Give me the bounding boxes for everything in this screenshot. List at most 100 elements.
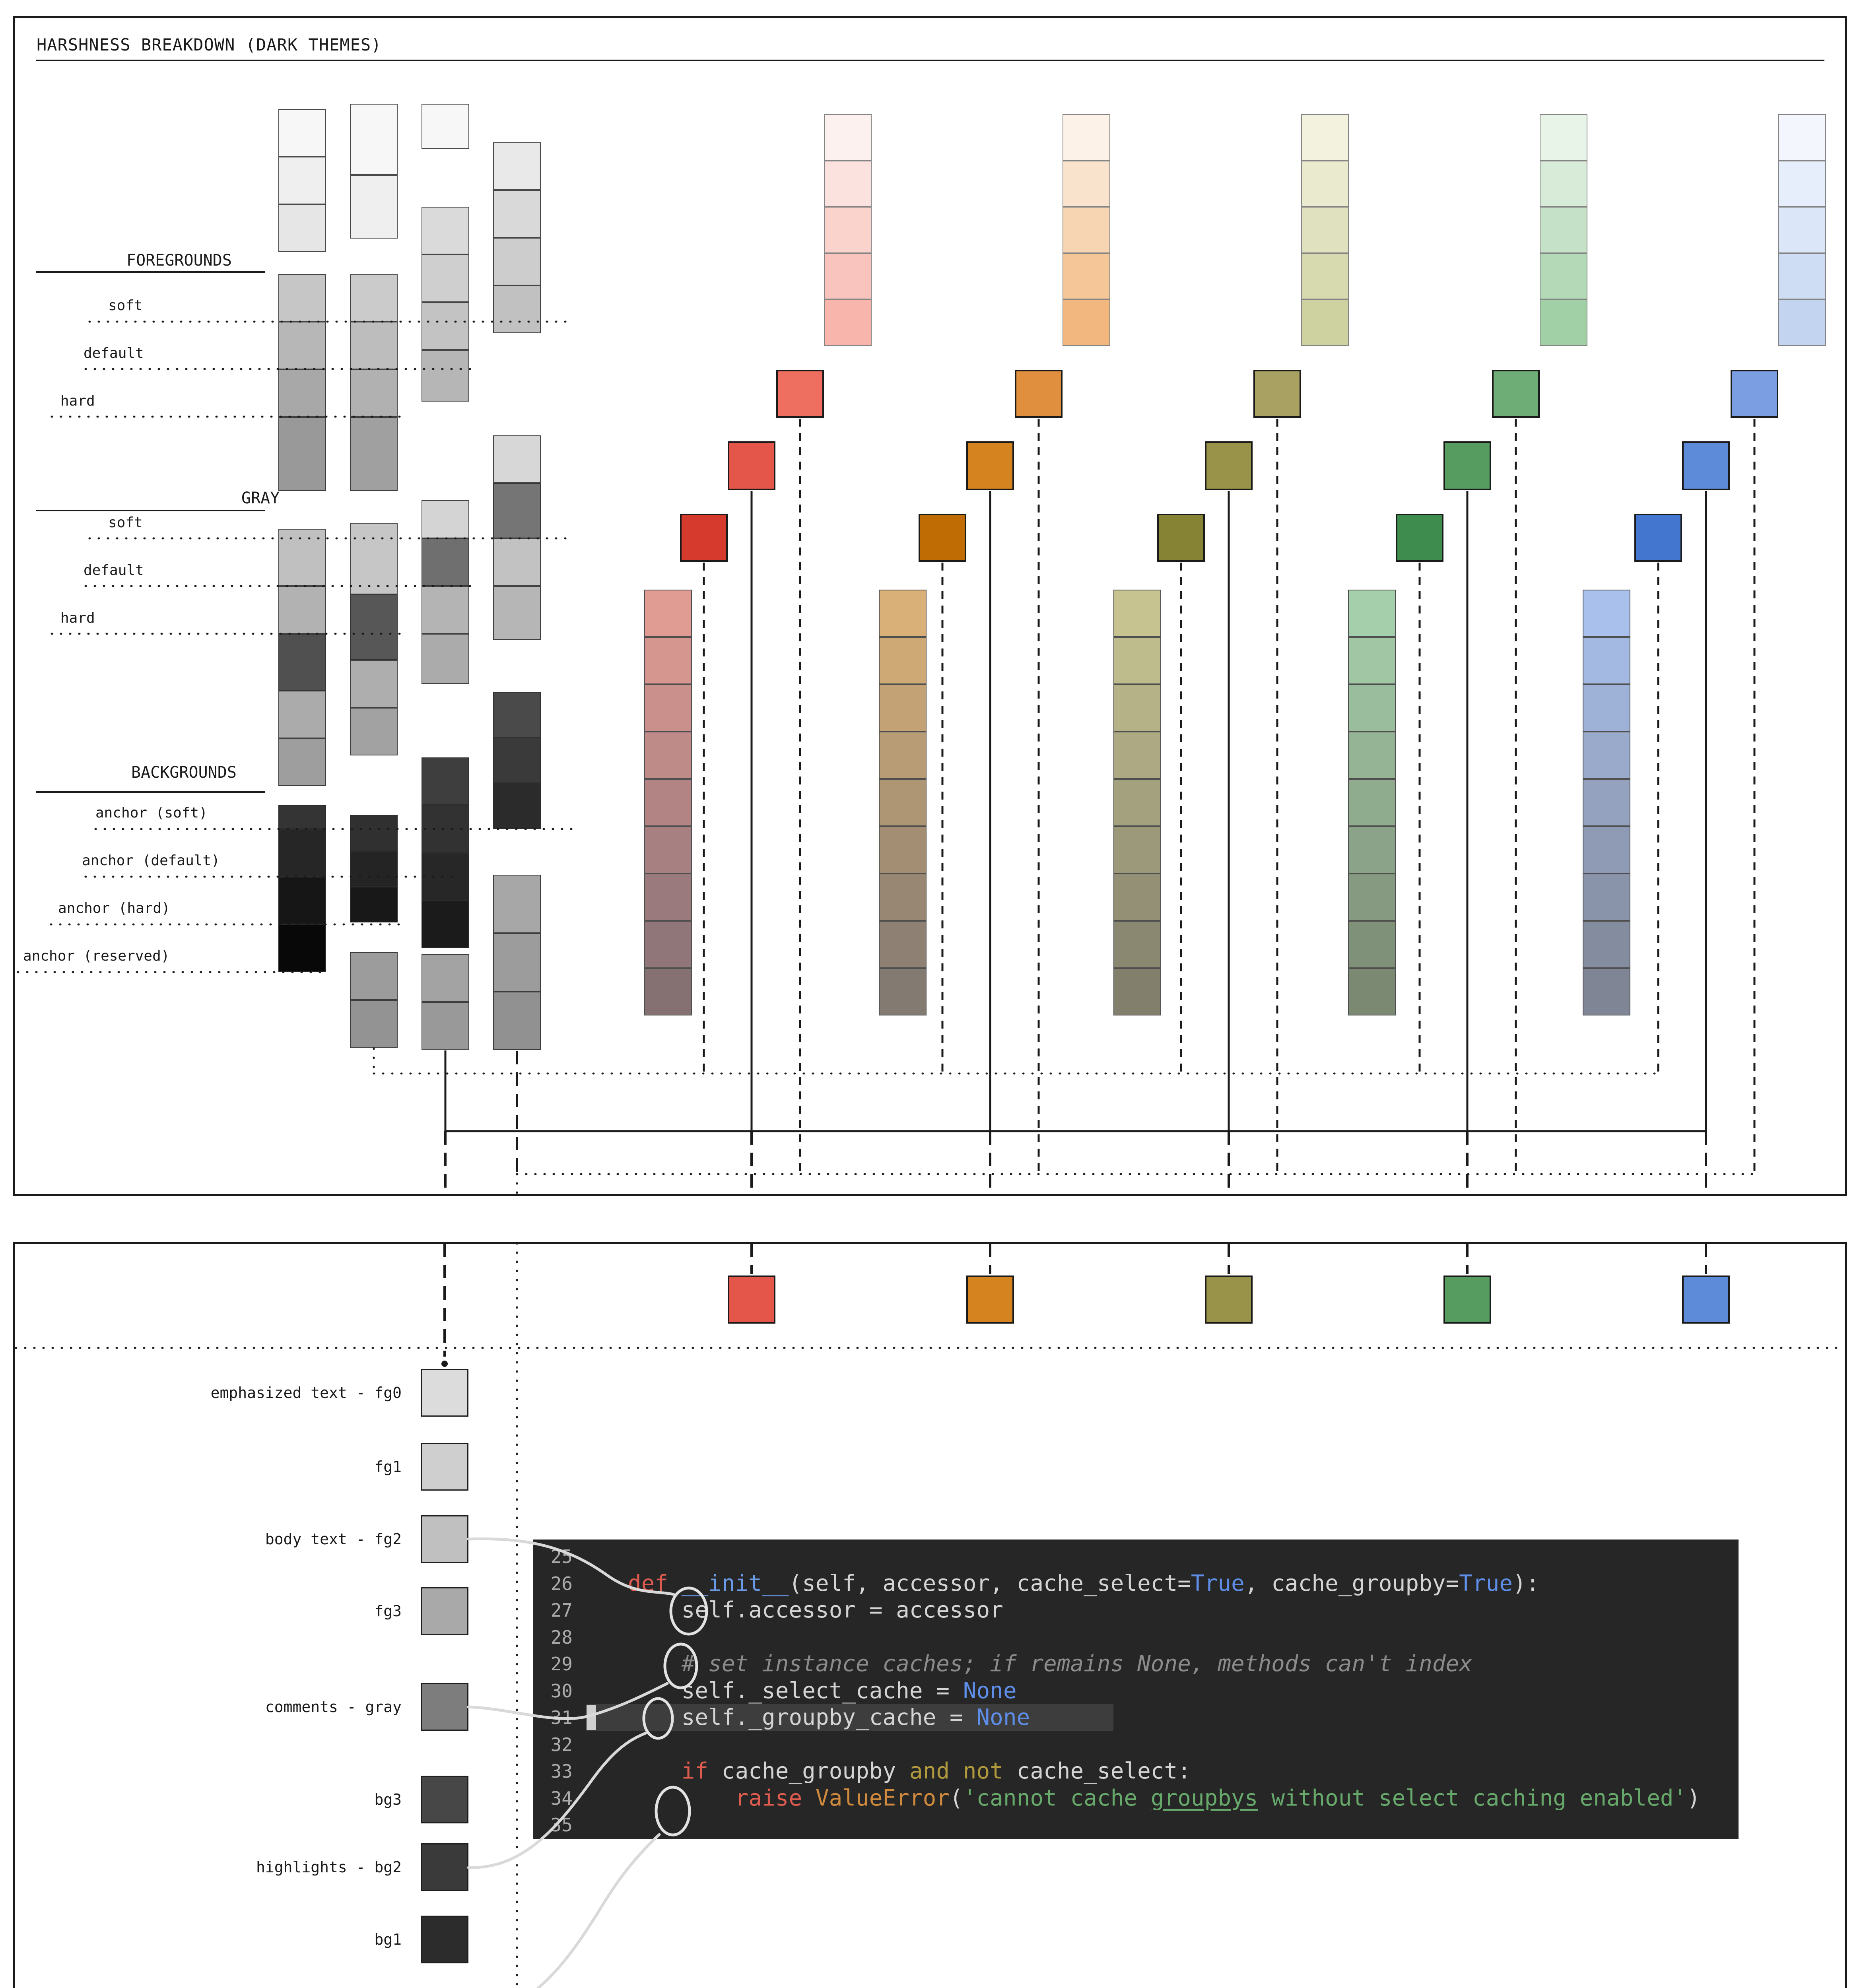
section-title-backgrounds: BACKGROUNDS: [131, 763, 237, 782]
token-p: [574, 1758, 682, 1784]
blue-pale-cell: [1778, 207, 1826, 253]
green-soft-swatch: [1492, 370, 1540, 418]
orange-pale-cell: [1063, 207, 1110, 253]
olive-gradient-cell: [1113, 732, 1161, 779]
olive-gradient-cell: [1113, 684, 1161, 732]
blue-gradient-cell: [1583, 684, 1630, 732]
code-tokens: if cache_groupby and not cache_select:: [574, 1758, 1191, 1785]
theme-3-segment: [422, 350, 469, 402]
line-number: 31: [550, 1707, 573, 1728]
row-label-bg-anchor-soft: anchor (soft): [95, 805, 208, 821]
token-p: [802, 1785, 816, 1811]
legend-label: bg1: [374, 1931, 402, 1948]
green-gradient-cell: [1348, 684, 1396, 732]
row-label-fg-hard: hard: [60, 393, 95, 409]
theme-4-segment: [493, 435, 541, 483]
red-default-swatch: [728, 441, 775, 490]
legend-label: bg3: [374, 1791, 402, 1808]
token-str: without select caching enabled': [1258, 1785, 1687, 1811]
theme-3-segment: [422, 538, 469, 586]
row-label-fg-default: default: [84, 345, 144, 361]
theme-1-segment: [278, 877, 326, 924]
theme-2-segment: [350, 708, 398, 755]
green-row-swatch: [1443, 1276, 1491, 1324]
theme-4-segment: [493, 142, 541, 190]
token-op: not: [963, 1758, 1003, 1784]
red-gradient-cell: [644, 684, 692, 732]
theme-2-segment: [350, 952, 398, 1000]
theme-2-segment: [350, 104, 398, 175]
line-number: 28: [550, 1626, 573, 1648]
token-com: # set instance caches; if remains None, …: [681, 1651, 1472, 1677]
blue-default-swatch: [1682, 441, 1730, 490]
orange-default-swatch: [966, 441, 1014, 490]
token-p: , cache_groupby=: [1244, 1570, 1459, 1596]
olive-pale-cell: [1301, 253, 1349, 299]
olive-gradient-cell: [1113, 590, 1161, 637]
theme-1-segment: [278, 805, 326, 829]
code-tokens: self.accessor = accessor: [574, 1597, 1003, 1624]
section-rule-backgrounds: [36, 791, 265, 793]
theme-2-segment: [350, 887, 398, 922]
orange-hard-swatch: [919, 514, 966, 562]
olive-default-swatch: [1205, 441, 1253, 490]
red-gradient-cell: [644, 732, 692, 779]
theme-2-segment: [350, 660, 398, 708]
blue-pale-cell: [1778, 253, 1826, 299]
theme-4-segment: [493, 933, 541, 992]
theme-3-segment: [422, 500, 469, 538]
code-line-26: 26 def __init__(self, accessor, cache_se…: [533, 1570, 1739, 1597]
green-hard-swatch: [1396, 514, 1443, 562]
code-tokens: def __init__(self, accessor, cache_selec…: [574, 1570, 1540, 1597]
row-label-bg-anchor-reserved: anchor (reserved): [23, 948, 170, 964]
green-gradient-cell: [1348, 826, 1396, 874]
orange-soft-swatch: [1015, 370, 1063, 418]
orange-gradient-cell: [879, 826, 927, 874]
code-tokens: self._select_cache = None: [574, 1677, 1017, 1705]
red-pale-cell: [824, 114, 872, 161]
code-line-34: 34 raise ValueError('cannot cache groupb…: [533, 1785, 1739, 1812]
olive-gradient-cell: [1113, 826, 1161, 874]
code-line-30: 30 self._select_cache = None: [533, 1677, 1739, 1705]
orange-gradient-cell: [879, 968, 927, 1015]
theme-3-segment: [422, 302, 469, 350]
highlight-row: [587, 1704, 1113, 1731]
theme-4-segment: [493, 238, 541, 285]
theme-1-segment: [278, 274, 326, 322]
line-number: 26: [550, 1573, 573, 1594]
red-gradient-cell: [644, 826, 692, 874]
green-pale-cell: [1540, 160, 1587, 207]
orange-gradient-cell: [879, 874, 927, 921]
legend-label: fg3: [374, 1602, 402, 1620]
green-gradient-cell: [1348, 637, 1396, 684]
token-p: [574, 1785, 735, 1811]
token-p: self._select_cache =: [574, 1677, 963, 1704]
legend-label: fg1: [374, 1458, 402, 1475]
legend-label: highlights - bg2: [256, 1858, 402, 1876]
token-p: self.accessor = accessor: [574, 1597, 1003, 1623]
token-op: and: [909, 1758, 950, 1784]
theme-2-segment: [350, 274, 398, 322]
theme-4-segment: [493, 992, 541, 1050]
orange-pale-cell: [1063, 253, 1110, 299]
legend-swatch-fg0: [421, 1369, 468, 1417]
token-p: ): [1687, 1785, 1701, 1811]
blue-hard-swatch: [1634, 514, 1682, 562]
red-soft-swatch: [776, 370, 824, 418]
theme-3-segment: [422, 254, 469, 302]
blue-gradient-cell: [1583, 732, 1630, 779]
section-title-foregrounds: FOREGROUNDS: [126, 251, 232, 270]
code-line-27: 27 self.accessor = accessor: [533, 1597, 1739, 1624]
row-label-bg-anchor-hard: anchor (hard): [58, 900, 170, 916]
legend-swatch-fg1: [421, 1443, 468, 1491]
theme-1-segment: [278, 109, 326, 157]
theme-4-segment: [493, 190, 541, 238]
red-gradient-cell: [644, 590, 692, 637]
legend-swatch-gray: [421, 1683, 468, 1731]
section-title-gray: GRAY: [241, 489, 280, 507]
line-number: 35: [550, 1814, 573, 1836]
theme-1-segment: [278, 924, 326, 972]
theme-2-segment: [350, 1000, 398, 1048]
theme-2-segment: [350, 523, 398, 594]
